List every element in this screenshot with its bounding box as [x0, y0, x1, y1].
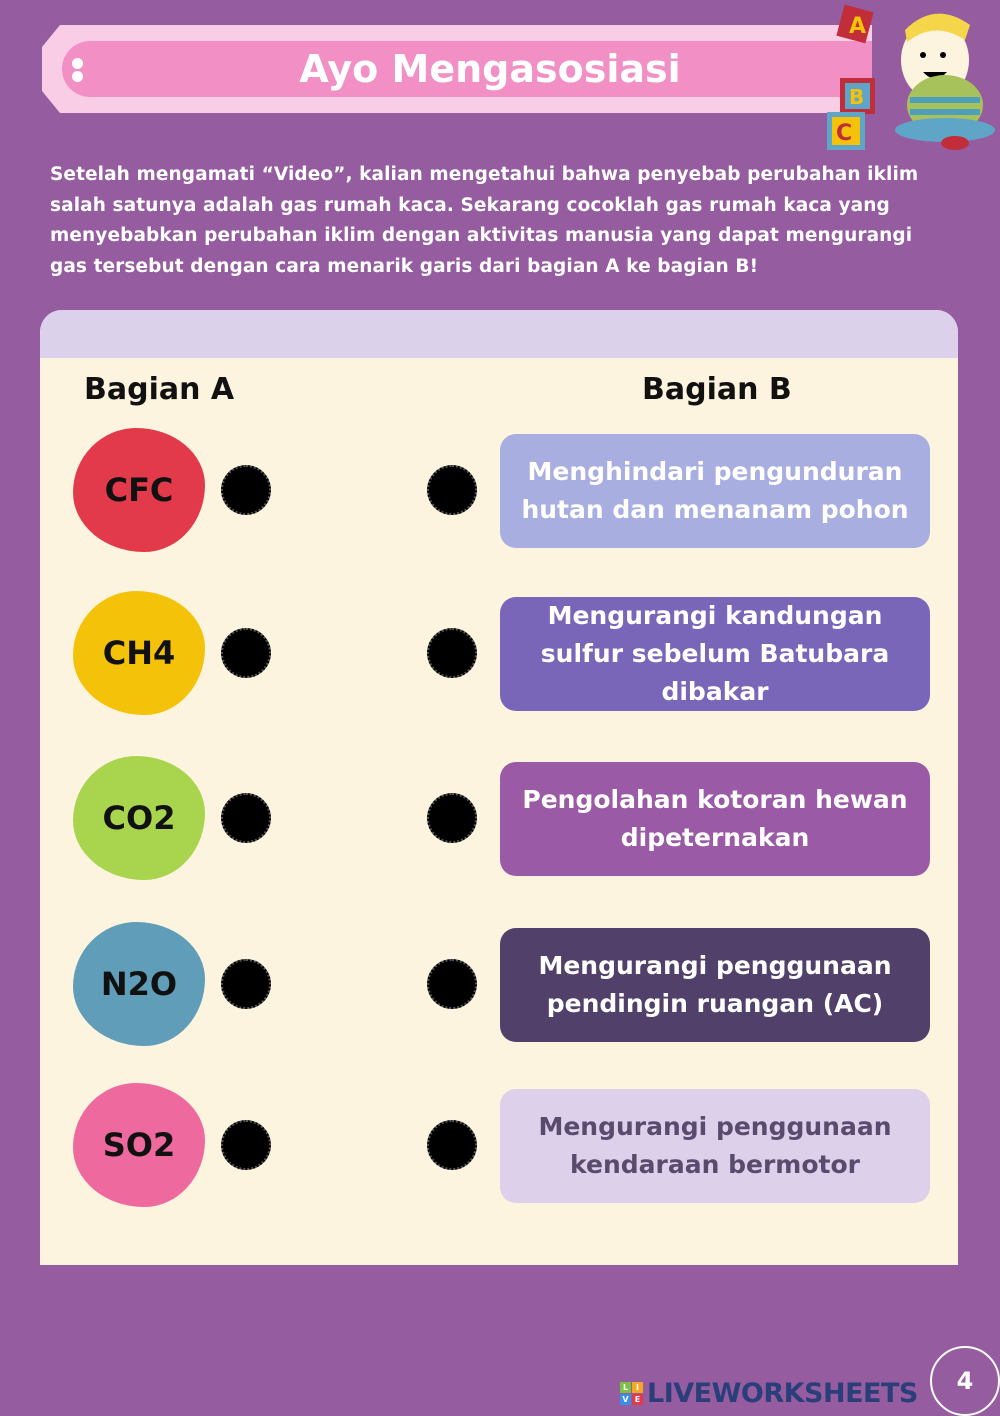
gas-label: N2O: [100, 965, 178, 1003]
gas-label: CFC: [104, 471, 174, 509]
gas-0: CFC: [73, 428, 205, 552]
block-a-label: A: [849, 14, 866, 39]
bullet-icon: [72, 58, 84, 82]
instructions: Setelah mengamati “Video”, kalian menget…: [50, 164, 919, 277]
connector-a-0[interactable]: [221, 465, 271, 515]
gas-label: CH4: [102, 634, 176, 672]
gas-label: CO2: [102, 799, 176, 837]
activity-1: Mengurangi kandungan sulfur sebelum Batu…: [500, 597, 930, 711]
title-banner-inner: [62, 41, 872, 97]
connector-b-3[interactable]: [427, 959, 477, 1009]
block-c-label: C: [836, 121, 852, 146]
activity-2: Pengolahan kotoran hewan dipeternakan: [500, 762, 930, 876]
activity-label: Mengurangi penggunaan pendingin ruangan …: [538, 951, 892, 1018]
page-number: 4: [930, 1346, 1000, 1416]
activity-label: Mengurangi kandungan sulfur sebelum Batu…: [540, 601, 890, 706]
gas-2: CO2: [73, 756, 205, 880]
activity-4: Mengurangi penggunaan kendaraan bermotor: [500, 1089, 930, 1203]
activity-0: Menghindari pengunduran hutan dan menana…: [500, 434, 930, 548]
activity-3: Mengurangi penggunaan pendingin ruangan …: [500, 928, 930, 1042]
section-b-title: Bagian B: [642, 372, 792, 407]
connector-b-0[interactable]: [427, 465, 477, 515]
liveworksheets-logo-text: LIVEWORKSHEETS: [647, 1378, 918, 1409]
connector-b-1[interactable]: [427, 628, 477, 678]
gas-1: CH4: [73, 591, 205, 715]
connector-a-4[interactable]: [221, 1120, 271, 1170]
child-with-blocks-illustration: A B C: [827, 4, 995, 150]
gas-label: SO2: [102, 1126, 176, 1164]
connector-a-1[interactable]: [221, 628, 271, 678]
block-b-label: B: [849, 85, 864, 109]
connector-a-3[interactable]: [221, 959, 271, 1009]
connector-b-2[interactable]: [427, 793, 477, 843]
activity-label: Pengolahan kotoran hewan dipeternakan: [522, 785, 908, 852]
connector-a-2[interactable]: [221, 793, 271, 843]
page-title: Ayo Mengasosiasi: [299, 47, 681, 91]
card-header-bar: [40, 310, 958, 358]
gas-3: N2O: [73, 922, 205, 1046]
section-a-title: Bagian A: [84, 372, 235, 407]
connector-b-4[interactable]: [427, 1120, 477, 1170]
activity-label: Mengurangi penggunaan kendaraan bermotor: [538, 1112, 892, 1179]
activity-label: Menghindari pengunduran hutan dan menana…: [521, 457, 909, 524]
gas-4: SO2: [73, 1083, 205, 1207]
